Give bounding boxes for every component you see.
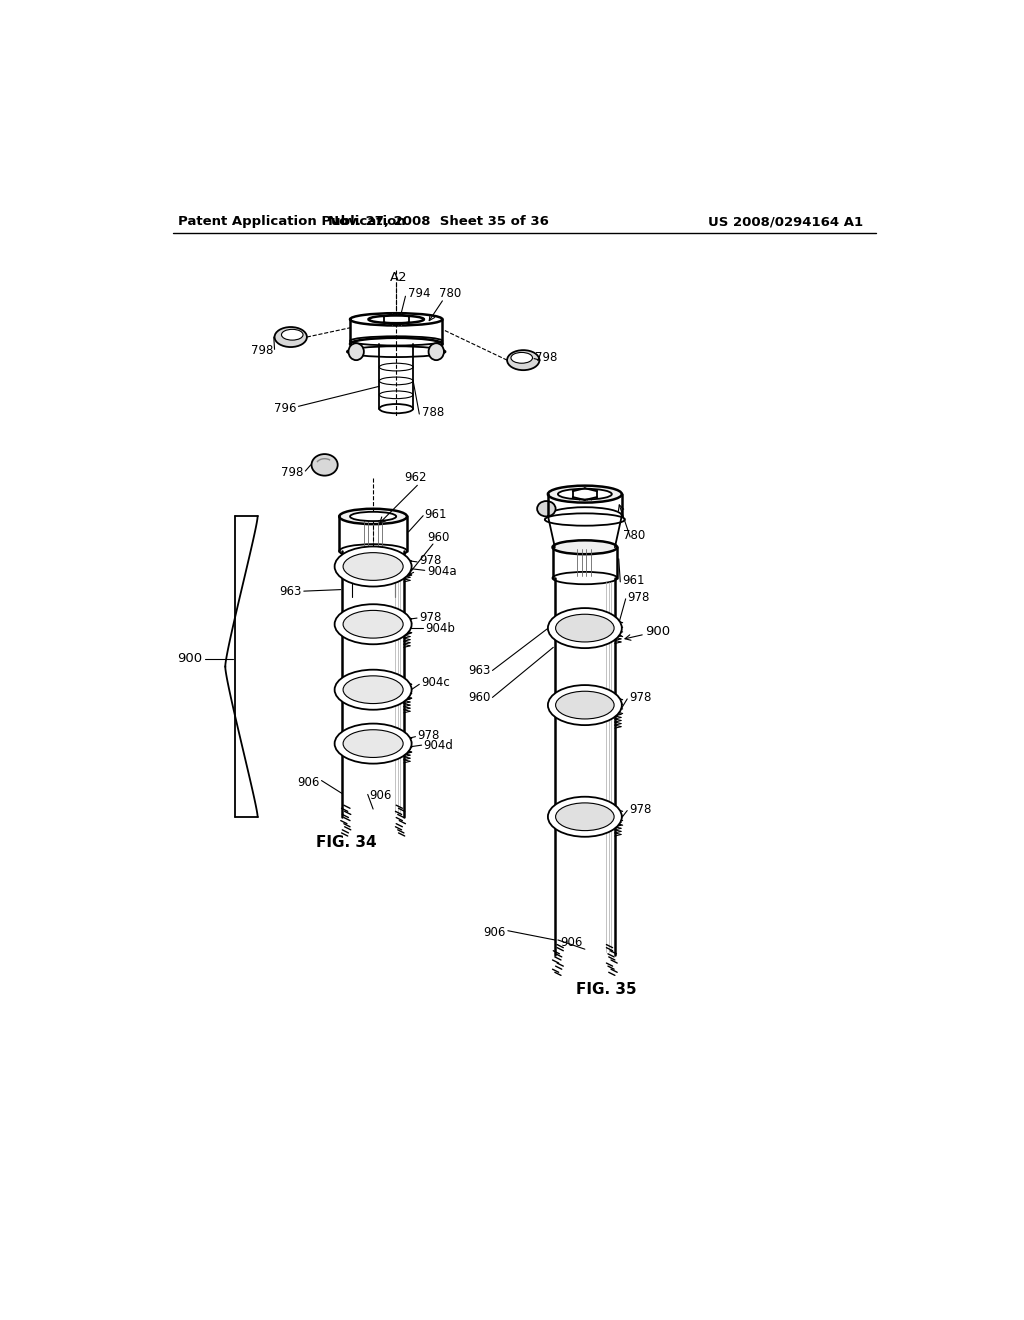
Ellipse shape	[556, 614, 614, 642]
Ellipse shape	[553, 572, 617, 585]
Text: 798: 798	[535, 351, 557, 363]
Text: 978: 978	[630, 690, 652, 704]
Ellipse shape	[507, 350, 540, 370]
Ellipse shape	[343, 610, 403, 638]
Ellipse shape	[545, 513, 625, 525]
Text: 906: 906	[560, 936, 583, 949]
Ellipse shape	[343, 553, 403, 581]
Ellipse shape	[348, 343, 364, 360]
Ellipse shape	[548, 609, 622, 648]
Ellipse shape	[282, 330, 303, 341]
Text: 904d: 904d	[423, 739, 453, 752]
Text: 961: 961	[425, 508, 447, 520]
Ellipse shape	[311, 454, 338, 475]
Text: Nov. 27, 2008  Sheet 35 of 36: Nov. 27, 2008 Sheet 35 of 36	[328, 215, 549, 228]
Text: 900: 900	[645, 626, 670, 639]
Ellipse shape	[335, 605, 412, 644]
Text: 906: 906	[297, 776, 319, 788]
Ellipse shape	[335, 669, 412, 710]
Ellipse shape	[558, 488, 611, 499]
Text: A2: A2	[390, 271, 408, 284]
Ellipse shape	[335, 546, 412, 586]
Text: 978: 978	[628, 591, 649, 603]
Text: 978: 978	[419, 554, 441, 566]
Ellipse shape	[347, 346, 445, 358]
Ellipse shape	[343, 730, 403, 758]
Text: 904b: 904b	[425, 622, 456, 635]
Text: 780: 780	[438, 286, 461, 300]
Text: 960: 960	[427, 531, 450, 544]
Ellipse shape	[556, 692, 614, 719]
Text: 978: 978	[417, 730, 439, 742]
Text: 900: 900	[177, 652, 202, 665]
Text: 906: 906	[370, 789, 391, 803]
Ellipse shape	[548, 507, 622, 524]
Text: FIG. 34: FIG. 34	[315, 834, 377, 850]
Ellipse shape	[350, 512, 396, 521]
Text: 904c: 904c	[422, 676, 451, 689]
Ellipse shape	[538, 502, 556, 516]
Ellipse shape	[429, 343, 444, 360]
Text: 780: 780	[624, 529, 645, 543]
Text: 798: 798	[251, 345, 273, 358]
Text: 788: 788	[422, 407, 443, 418]
Ellipse shape	[548, 685, 622, 725]
Ellipse shape	[339, 544, 407, 558]
Text: US 2008/0294164 A1: US 2008/0294164 A1	[708, 215, 863, 228]
Text: 978: 978	[630, 803, 652, 816]
Ellipse shape	[548, 486, 622, 503]
Text: Patent Application Publication: Patent Application Publication	[178, 215, 407, 228]
Text: 798: 798	[282, 466, 304, 479]
Ellipse shape	[339, 508, 407, 524]
Ellipse shape	[556, 803, 614, 830]
Text: 794: 794	[408, 286, 430, 300]
Text: 962: 962	[403, 471, 426, 484]
Ellipse shape	[379, 404, 413, 413]
Ellipse shape	[335, 723, 412, 763]
Ellipse shape	[548, 797, 622, 837]
Text: 978: 978	[419, 611, 441, 624]
Text: 963: 963	[280, 585, 301, 598]
Text: 963: 963	[468, 664, 490, 677]
Ellipse shape	[343, 676, 403, 704]
Text: 904a: 904a	[427, 565, 457, 578]
Ellipse shape	[553, 540, 617, 554]
Ellipse shape	[274, 327, 307, 347]
Ellipse shape	[369, 315, 424, 323]
Text: 906: 906	[483, 925, 506, 939]
Text: 960: 960	[468, 690, 490, 704]
Ellipse shape	[511, 352, 532, 363]
Text: 961: 961	[622, 574, 644, 587]
Text: 796: 796	[273, 403, 296, 416]
Text: FIG. 35: FIG. 35	[577, 982, 637, 998]
